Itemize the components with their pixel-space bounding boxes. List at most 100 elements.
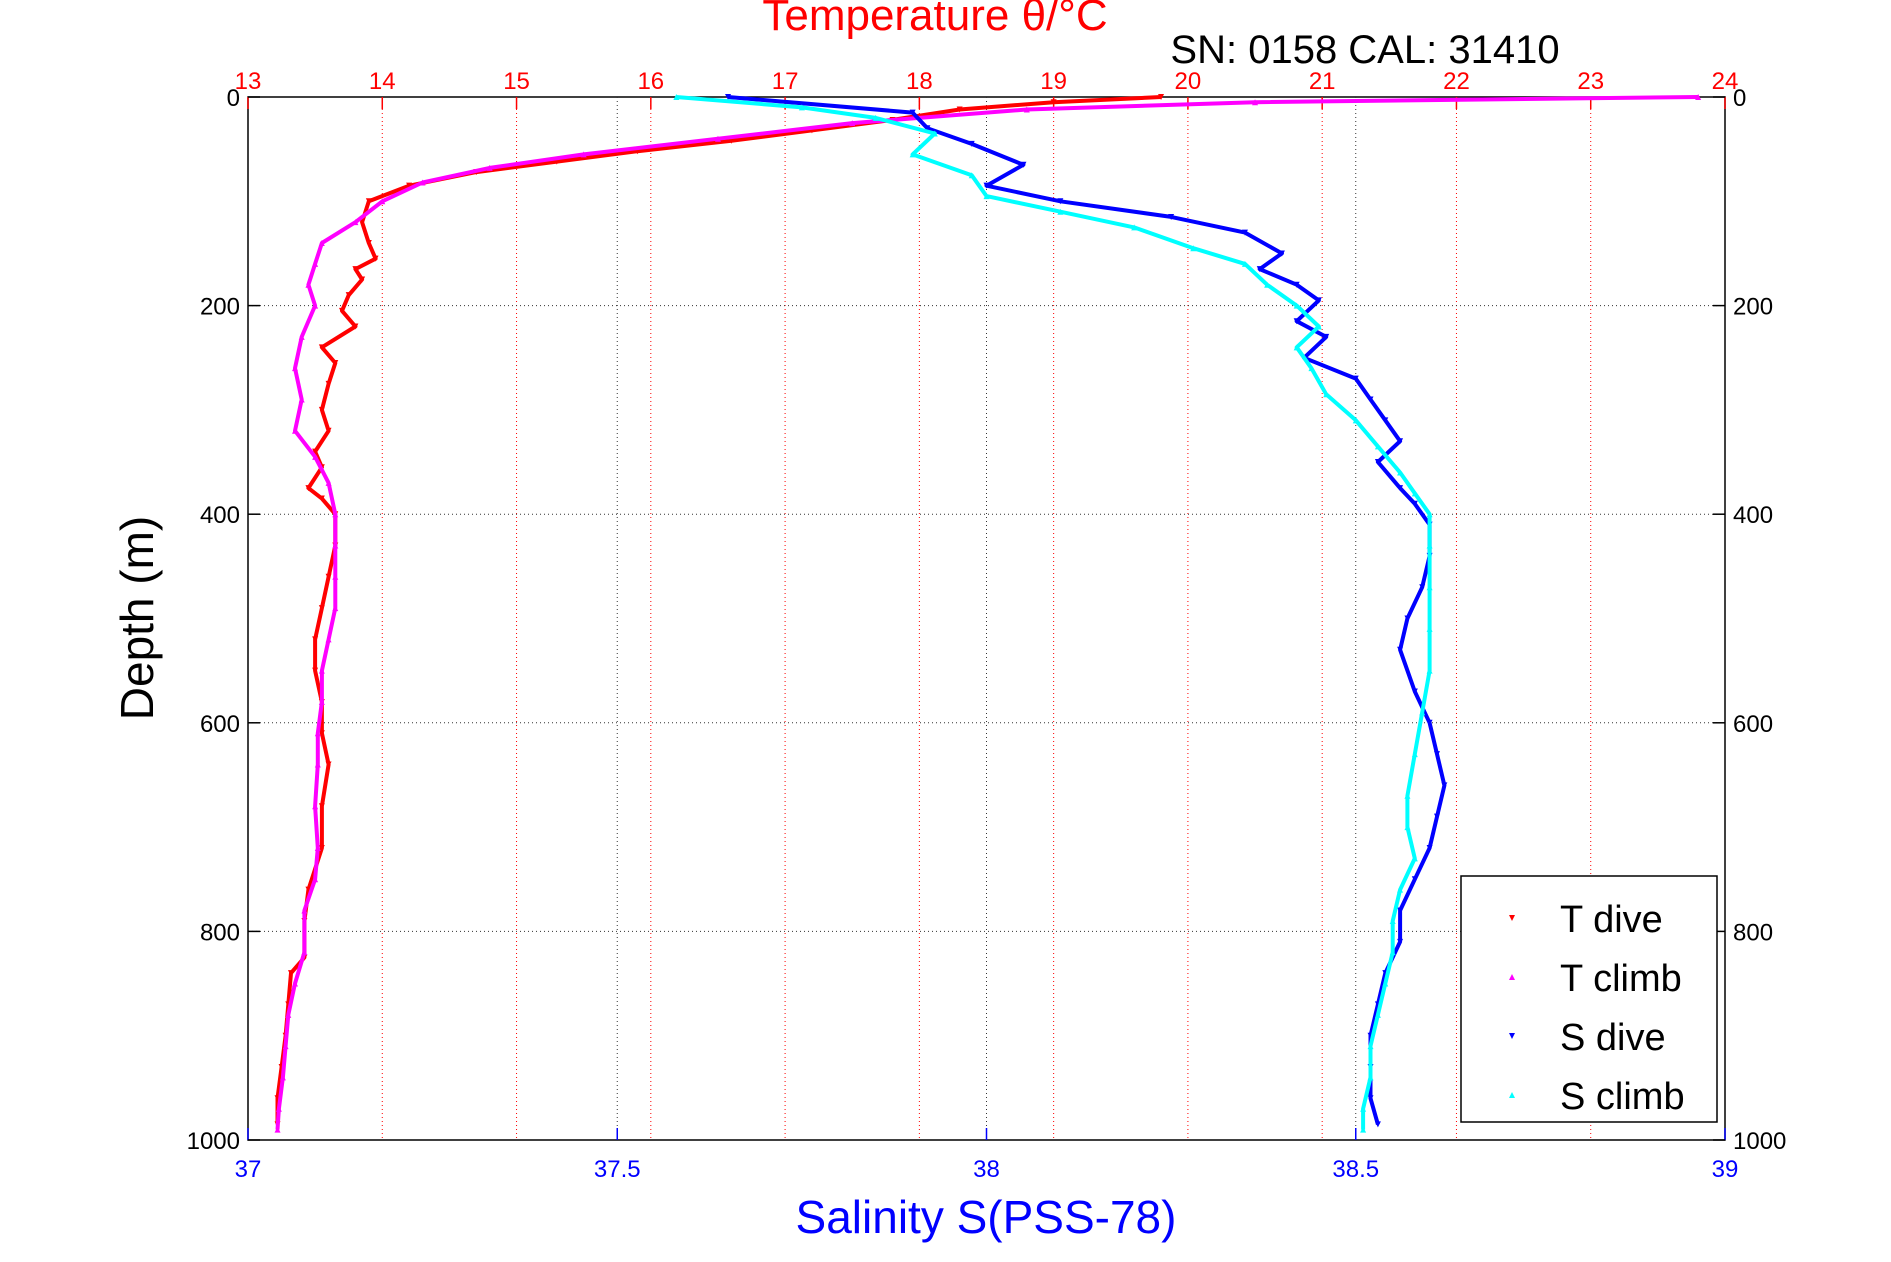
data-point-t-dive-14 xyxy=(352,266,359,273)
data-point-t-climb-28 xyxy=(314,761,321,768)
data-point-s-climb-23 xyxy=(1426,584,1433,591)
y-axis-label: Depth (m) xyxy=(111,516,163,720)
data-point-s-dive-0 xyxy=(725,94,732,100)
data-point-s-climb-16 xyxy=(1323,391,1330,398)
data-point-t-climb-6 xyxy=(486,164,493,171)
data-point-s-dive-12 xyxy=(1315,297,1322,304)
data-point-t-climb-22 xyxy=(332,573,339,580)
data-point-t-climb-32 xyxy=(301,907,308,914)
data-point-s-climb-9 xyxy=(1190,245,1197,252)
data-point-s-dive-11 xyxy=(1293,281,1300,288)
tick-label-temperature-16: 16 xyxy=(637,68,664,95)
tick-label-temperature-13: 13 xyxy=(235,68,262,95)
data-point-s-climb-11 xyxy=(1264,281,1271,288)
data-point-t-climb-5 xyxy=(580,151,587,158)
data-point-t-climb-20 xyxy=(332,511,339,518)
legend: T dive T climb S dive S climb xyxy=(1460,875,1718,1123)
data-point-s-climb-28 xyxy=(1404,792,1411,799)
data-point-t-dive-19 xyxy=(318,344,325,351)
tick-label-temperature-20: 20 xyxy=(1175,68,1202,95)
data-point-s-climb-7 xyxy=(1057,208,1064,215)
data-point-s-dive-27 xyxy=(1397,646,1404,653)
instrument-annotation: SN: 0158 CAL: 31410 xyxy=(1170,28,1559,72)
data-point-s-dive-41 xyxy=(1367,1095,1374,1102)
data-point-s-dive-25 xyxy=(1419,584,1426,591)
tick-label-temperature-19: 19 xyxy=(1040,68,1067,95)
tick-label-temperature-14: 14 xyxy=(369,68,396,95)
data-point-t-climb-21 xyxy=(332,542,339,549)
tick-label-temperature-15: 15 xyxy=(503,68,530,95)
data-point-s-climb-20 xyxy=(1411,490,1418,497)
tick-label-depth-left-400: 400 xyxy=(200,502,240,529)
data-point-s-dive-2 xyxy=(924,125,931,132)
data-point-t-climb-37 xyxy=(279,1074,286,1081)
data-point-s-climb-24 xyxy=(1426,625,1433,632)
data-point-t-dive-9 xyxy=(406,182,413,189)
data-point-t-climb-26 xyxy=(318,698,325,705)
tick-label-depth-right-1000: 1000 xyxy=(1733,1128,1786,1155)
data-point-t-dive-30 xyxy=(325,573,332,580)
data-point-s-dive-1 xyxy=(909,109,916,116)
data-point-s-dive-10 xyxy=(1256,266,1263,273)
data-point-s-climb-25 xyxy=(1426,667,1433,674)
data-point-t-climb-27 xyxy=(314,730,321,737)
data-point-t-dive-27 xyxy=(318,495,325,502)
top-axis-ticks: 13 14 15 16 17 18 19 20 21 22 23 24 xyxy=(235,68,1738,109)
data-point-t-dive-37 xyxy=(318,803,325,810)
data-point-t-dive-1 xyxy=(1050,99,1057,106)
tick-label-temperature-21: 21 xyxy=(1309,68,1336,95)
data-point-t-dive-21 xyxy=(325,380,332,387)
data-point-t-climb-30 xyxy=(314,844,321,851)
data-point-t-climb-23 xyxy=(332,605,339,612)
data-point-t-climb-1 xyxy=(1252,99,1259,106)
left-axis-ticks: 0 200 400 600 800 1000 xyxy=(187,85,260,1155)
data-point-t-dive-26 xyxy=(305,485,312,492)
data-point-s-climb-0 xyxy=(673,94,680,100)
data-point-s-dive-35 xyxy=(1397,907,1404,914)
data-point-t-climb-38 xyxy=(275,1105,282,1112)
data-point-s-dive-13 xyxy=(1293,318,1300,325)
data-point-s-climb-8 xyxy=(1131,224,1138,231)
data-point-s-dive-19 xyxy=(1397,438,1404,445)
data-point-s-climb-37 xyxy=(1367,1074,1374,1081)
data-point-s-climb-4 xyxy=(909,151,916,158)
data-point-t-climb-13 xyxy=(312,302,319,309)
tick-label-depth-right-600: 600 xyxy=(1733,711,1773,738)
data-point-t-climb-25 xyxy=(318,667,325,674)
data-point-s-dive-30 xyxy=(1433,751,1440,758)
x-axis-label: Salinity S(PSS-78) xyxy=(796,1191,1177,1243)
data-point-t-climb-18 xyxy=(312,453,319,460)
data-point-t-dive-38 xyxy=(318,844,325,851)
data-point-t-dive-20 xyxy=(332,359,339,366)
series-line-s-climb xyxy=(676,95,1432,1130)
legend-marker-t-climb xyxy=(1509,974,1515,980)
data-point-s-climb-22 xyxy=(1426,542,1433,549)
data-point-t-climb-9 xyxy=(352,219,359,226)
data-point-s-climb-34 xyxy=(1382,980,1389,987)
data-point-t-climb-14 xyxy=(298,333,305,340)
data-point-t-dive-39 xyxy=(305,886,312,893)
data-point-t-dive-2 xyxy=(956,106,963,113)
data-point-t-climb-35 xyxy=(285,1011,292,1018)
data-point-t-dive-13 xyxy=(372,255,379,262)
right-axis-ticks: 0 200 400 600 800 1000 xyxy=(1713,85,1786,1155)
data-point-t-climb-8 xyxy=(379,198,386,205)
data-point-s-dive-28 xyxy=(1411,688,1418,695)
data-point-s-dive-26 xyxy=(1404,615,1411,622)
tick-label-temperature-22: 22 xyxy=(1443,68,1470,95)
series-t-climb xyxy=(274,94,1702,1133)
tick-label-salinity-38: 38 xyxy=(973,1156,1000,1183)
legend-marker-t-dive xyxy=(1509,915,1515,921)
data-point-s-dive-31 xyxy=(1441,782,1448,789)
data-point-t-dive-22 xyxy=(318,406,325,413)
tick-label-depth-left-200: 200 xyxy=(200,294,240,321)
tick-label-temperature-23: 23 xyxy=(1577,68,1604,95)
data-point-t-climb-17 xyxy=(291,427,298,434)
data-point-s-climb-33 xyxy=(1389,949,1396,956)
legend-label-s-climb: S climb xyxy=(1560,1076,1685,1118)
data-point-t-dive-35 xyxy=(318,730,325,737)
data-point-s-dive-17 xyxy=(1367,396,1374,403)
data-point-t-climb-0 xyxy=(1695,94,1702,100)
data-point-s-dive-33 xyxy=(1426,844,1433,851)
